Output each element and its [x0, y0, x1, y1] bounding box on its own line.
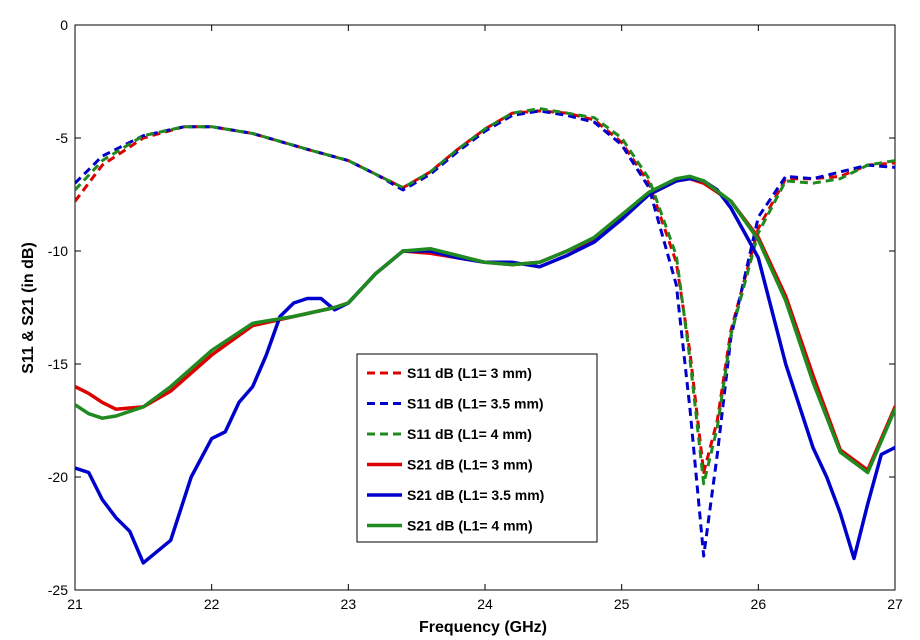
x-tick-label: 25 [614, 596, 630, 612]
x-axis: 21 22 23 24 25 26 27 [67, 25, 903, 612]
y-tick-label: -20 [48, 469, 68, 485]
legend-label-1: S11 dB (L1= 3 mm) [407, 365, 532, 381]
x-tick-label: 27 [887, 596, 903, 612]
legend-label-6: S21 dB (L1= 4 mm) [407, 518, 533, 534]
legend-label-3: S11 dB (L1= 4 mm) [407, 426, 532, 442]
legend-label-4: S21 dB (L1= 3 mm) [407, 457, 533, 473]
y-tick-label: -25 [48, 582, 68, 598]
series-line-3 [75, 107, 895, 486]
legend-label-5: S21 dB (L1= 3.5 mm) [407, 487, 544, 503]
y-tick-label: -15 [48, 356, 68, 372]
legend-box [356, 353, 598, 543]
series-line-6 [75, 174, 895, 475]
x-tick-label: 26 [751, 596, 767, 612]
x-tick-label: 23 [341, 596, 357, 612]
x-axis-label: Frequency (GHz) [419, 619, 547, 636]
legend-label-2: S11 dB (L1= 3.5 mm) [407, 396, 544, 412]
x-tick-label: 22 [204, 596, 220, 612]
y-tick-label: -5 [56, 130, 69, 146]
x-tick-label: 21 [67, 596, 83, 612]
y-tick-label: -10 [48, 243, 68, 259]
series-line-5 [75, 176, 895, 565]
y-axis: 0 -5 -10 -15 -20 -25 [48, 17, 895, 598]
series-line-2 [75, 109, 895, 558]
series-layer [75, 107, 895, 565]
y-axis-label: S11 & S21 (in dB) [20, 242, 37, 374]
y-tick-label: 0 [60, 17, 68, 33]
x-tick-label: 24 [477, 596, 493, 612]
legend: S11 dB (L1= 3 mm) S11 dB (L1= 3.5 mm) S11 … [356, 353, 598, 543]
